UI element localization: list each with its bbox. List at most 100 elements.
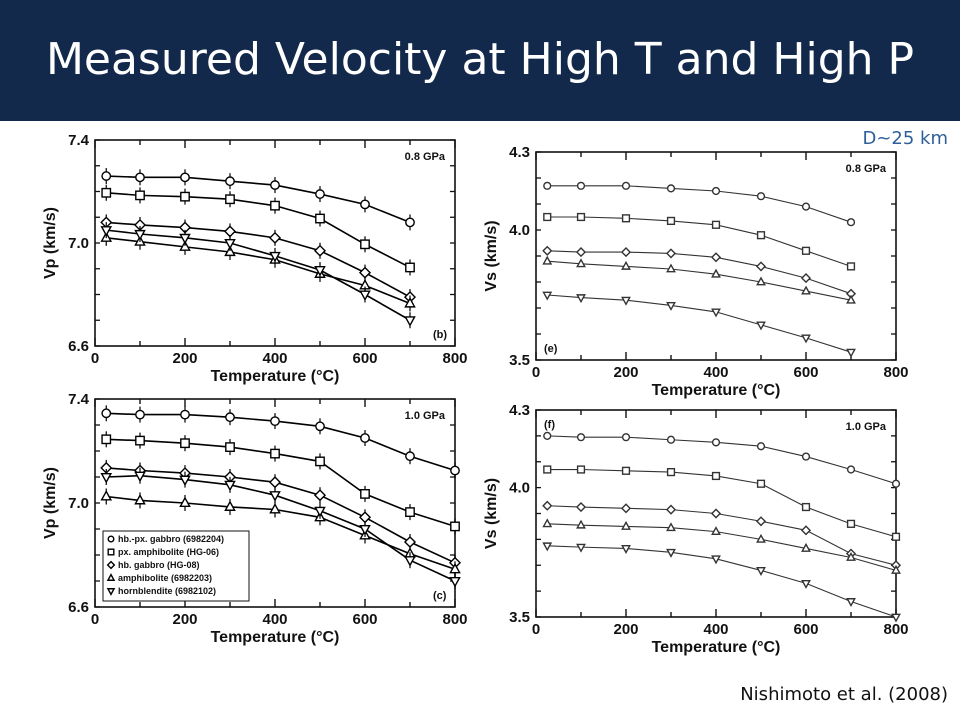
series-triangle-down bbox=[542, 542, 901, 623]
x-tick-label: 800 bbox=[442, 611, 467, 628]
data-point bbox=[135, 190, 145, 201]
data-point bbox=[360, 199, 370, 210]
data-point bbox=[449, 576, 461, 588]
x-axis-title: Temperature (°C) bbox=[211, 368, 340, 385]
data-point bbox=[269, 251, 281, 263]
series-square bbox=[543, 212, 856, 271]
data-point bbox=[225, 194, 235, 205]
data-point bbox=[891, 479, 901, 488]
legend-marker bbox=[107, 535, 115, 543]
data-point bbox=[315, 421, 325, 432]
series-line bbox=[547, 250, 852, 295]
data-point bbox=[621, 181, 631, 190]
data-point bbox=[666, 467, 676, 477]
data-point bbox=[179, 475, 191, 487]
citation: Nishimoto et al. (2008) bbox=[740, 684, 948, 705]
x-axis-title: Temperature (°C) bbox=[652, 382, 781, 399]
data-point bbox=[360, 488, 370, 499]
x-tick-label: 200 bbox=[172, 611, 197, 628]
series-line bbox=[547, 185, 852, 223]
data-point bbox=[755, 261, 767, 272]
x-tick-label: 0 bbox=[91, 350, 99, 367]
data-point bbox=[224, 480, 236, 492]
chart-panel-c: 0 200 400 600 800 6.6 7.0 7.4 Temperature (°C) Vp… bbox=[40, 388, 480, 650]
data-point bbox=[666, 301, 676, 311]
data-point bbox=[135, 435, 145, 446]
data-point bbox=[575, 501, 587, 513]
chart-panel-b: 0 200 400 600 800 6.6 7.0 7.4 Temperature (°C) Vp… bbox=[40, 128, 480, 388]
data-point bbox=[403, 535, 417, 549]
data-point bbox=[576, 294, 586, 304]
x-tick-label: 0 bbox=[532, 364, 540, 381]
data-point bbox=[179, 240, 191, 251]
data-point bbox=[101, 171, 112, 181]
data-point bbox=[134, 229, 146, 241]
x-tick-label: 800 bbox=[442, 350, 467, 367]
data-point bbox=[666, 522, 676, 532]
data-point bbox=[359, 524, 371, 536]
pressure-label: 1.0 GPa bbox=[846, 421, 887, 433]
series-triangle-down bbox=[100, 222, 416, 329]
data-point bbox=[542, 542, 553, 552]
data-point bbox=[756, 192, 766, 201]
legend-entry: hornblendite (6982102) bbox=[118, 586, 216, 596]
series-triangle-down bbox=[542, 291, 856, 358]
data-point bbox=[179, 496, 191, 508]
series-triangle-up bbox=[542, 518, 901, 574]
data-point bbox=[314, 506, 326, 518]
data-point bbox=[801, 502, 811, 512]
data-point bbox=[576, 212, 586, 222]
series-diamond bbox=[542, 500, 902, 571]
data-point bbox=[359, 290, 371, 301]
x-tick-label: 600 bbox=[793, 621, 818, 638]
panel-label: (b) bbox=[433, 329, 447, 341]
data-point bbox=[621, 466, 631, 475]
data-point bbox=[621, 214, 631, 223]
x-tick-label: 0 bbox=[532, 621, 540, 638]
data-point bbox=[134, 493, 146, 505]
x-tick-label: 600 bbox=[793, 364, 818, 381]
data-point bbox=[756, 276, 766, 286]
series-triangle-down bbox=[100, 467, 461, 589]
chart-panel-f: 0 200 400 600 800 3.5 4.0 4.3 Temperature (°C) Vs… bbox=[480, 397, 920, 659]
data-point bbox=[666, 184, 676, 193]
data-point bbox=[711, 268, 721, 278]
data-point bbox=[224, 500, 236, 511]
data-point bbox=[801, 334, 811, 344]
data-point bbox=[756, 321, 766, 331]
data-point bbox=[800, 525, 812, 536]
x-tick-label: 0 bbox=[91, 611, 99, 628]
data-point bbox=[315, 189, 325, 199]
data-point bbox=[575, 247, 587, 258]
chart-vs-0-8gpa: 0 200 400 600 800 3.5 4.0 4.3 Temperature (°C) Vs… bbox=[483, 144, 909, 399]
x-tick-label: 600 bbox=[352, 350, 377, 367]
series-diamond bbox=[100, 459, 462, 571]
data-point bbox=[711, 471, 721, 481]
data-point bbox=[665, 248, 677, 259]
y-tick-label: 3.5 bbox=[509, 352, 530, 369]
series-line bbox=[106, 175, 411, 224]
slide-title: Measured Velocity at High T and High P bbox=[45, 34, 915, 85]
data-point bbox=[313, 244, 327, 257]
data-point bbox=[542, 291, 553, 301]
data-point bbox=[180, 438, 190, 449]
data-point bbox=[846, 551, 856, 561]
data-point bbox=[404, 556, 416, 567]
data-point bbox=[543, 431, 552, 440]
chart-panel-e: 0 200 400 600 800 3.5 4.0 4.3 Temperature (°C) Vs… bbox=[480, 138, 920, 403]
x-tick-label: 200 bbox=[613, 364, 638, 381]
data-point bbox=[710, 252, 722, 263]
y-tick-label: 7.4 bbox=[68, 391, 90, 408]
x-tick-label: 800 bbox=[883, 364, 908, 381]
data-point bbox=[756, 479, 766, 488]
data-point bbox=[665, 504, 677, 515]
data-point bbox=[576, 181, 586, 190]
pressure-label: 0.8 GPa bbox=[405, 151, 446, 163]
data-point bbox=[711, 555, 721, 565]
data-point bbox=[666, 263, 676, 273]
legend-marker bbox=[107, 548, 115, 556]
series-circle bbox=[543, 431, 901, 488]
y-tick-label: 7.0 bbox=[68, 495, 89, 512]
series-line bbox=[106, 221, 411, 298]
legend-box bbox=[102, 530, 250, 602]
